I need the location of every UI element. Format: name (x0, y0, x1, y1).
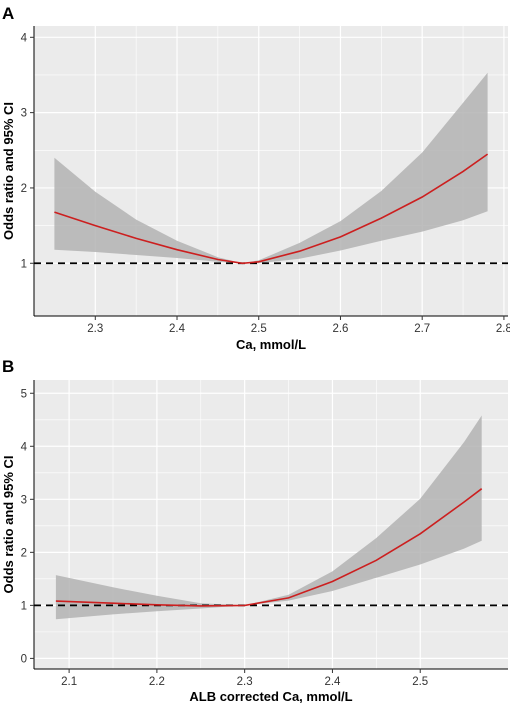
x-tick-label: 2.3 (87, 323, 103, 335)
y-tick-label: 3 (21, 108, 27, 120)
y-axis-title: Odds ratio and 95% CI (1, 102, 16, 240)
y-tick-label: 4 (21, 32, 28, 44)
y-tick-label: 3 (21, 494, 27, 506)
y-tick-label: 5 (21, 388, 27, 400)
x-axis-title: ALB corrected Ca, mmol/L (189, 689, 352, 704)
x-tick-label: 2.3 (237, 676, 253, 688)
x-tick-label: 2.1 (61, 676, 77, 688)
panel-letter: A (2, 4, 14, 23)
x-tick-label: 2.7 (414, 323, 430, 335)
y-tick-label: 1 (21, 258, 27, 270)
y-axis-title: Odds ratio and 95% CI (1, 456, 16, 594)
x-tick-label: 2.2 (149, 676, 165, 688)
y-tick-label: 1 (21, 600, 27, 612)
x-tick-label: 2.5 (251, 323, 267, 335)
y-tick-label: 4 (21, 441, 28, 453)
y-tick-label: 0 (21, 653, 27, 665)
odds-ratio-line (55, 488, 483, 607)
panel-letter: B (2, 357, 14, 376)
odds-ratio-line (54, 153, 489, 265)
panel-b: 2.1 2.2 2.3 2.4 2.5 0 1 2 3 4 5 ALB corrected Ca, m… (1, 357, 508, 704)
confidence-band (55, 415, 482, 620)
confidence-band (54, 72, 488, 264)
x-tick-label: 2.8 (496, 323, 510, 335)
x-tick-label: 2.5 (412, 676, 428, 688)
x-axis-title: Ca, mmol/L (236, 337, 306, 352)
x-tick-label: 2.6 (332, 323, 348, 335)
y-tick-label: 2 (21, 547, 27, 559)
panel-a: 2.3 2.4 2.5 2.6 2.7 2.8 1 2 3 4 Ca, mmol/L Odds rat… (1, 4, 510, 352)
x-tick-label: 2.4 (169, 323, 186, 335)
x-tick-label: 2.4 (324, 676, 341, 688)
y-tick-label: 2 (21, 183, 27, 195)
